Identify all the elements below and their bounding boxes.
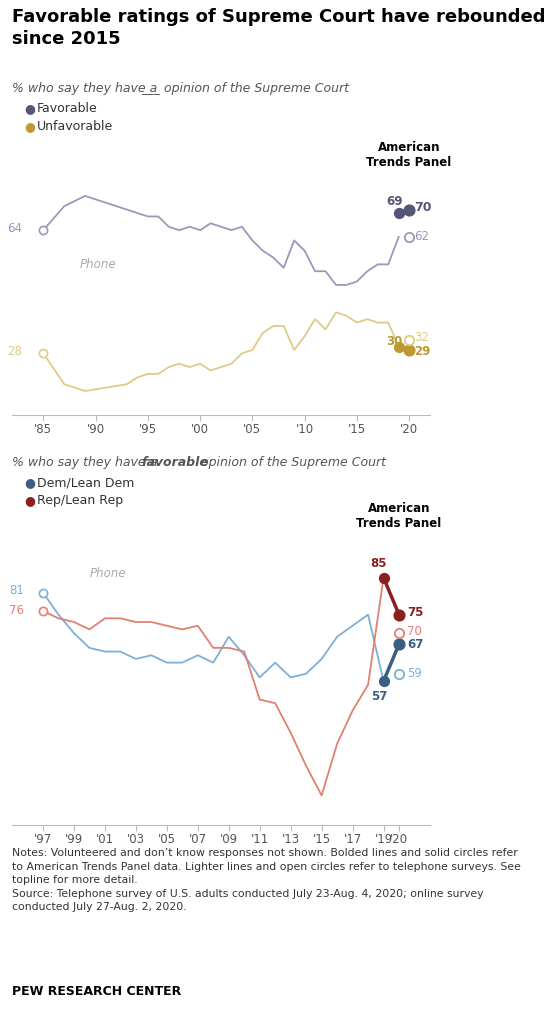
Point xyxy=(39,345,48,361)
Text: 29: 29 xyxy=(414,345,431,358)
Text: 81: 81 xyxy=(9,584,24,597)
Text: PEW RESEARCH CENTER: PEW RESEARCH CENTER xyxy=(12,985,181,998)
Text: 30: 30 xyxy=(386,335,403,348)
Text: ●: ● xyxy=(24,476,35,489)
Text: opinion of the Supreme Court: opinion of the Supreme Court xyxy=(160,82,349,95)
Text: ●: ● xyxy=(24,120,35,133)
Text: American
Trends Panel: American Trends Panel xyxy=(366,140,452,169)
Point xyxy=(379,570,388,586)
Text: 69: 69 xyxy=(386,195,403,208)
Point xyxy=(379,673,388,690)
Text: 59: 59 xyxy=(407,667,422,680)
Text: 70: 70 xyxy=(414,202,432,215)
Point xyxy=(404,229,413,246)
Point xyxy=(404,342,413,358)
Text: 76: 76 xyxy=(9,605,24,618)
Text: 75: 75 xyxy=(407,607,423,619)
Point xyxy=(395,666,403,682)
Text: 67: 67 xyxy=(407,637,423,651)
Text: ●: ● xyxy=(24,102,35,115)
Point xyxy=(404,331,413,348)
Text: 28: 28 xyxy=(8,345,23,358)
Text: 32: 32 xyxy=(414,331,429,345)
Text: Favorable: Favorable xyxy=(37,102,98,115)
Text: Rep/Lean Rep: Rep/Lean Rep xyxy=(37,494,123,507)
Text: 85: 85 xyxy=(371,558,387,571)
Text: 64: 64 xyxy=(8,222,23,235)
Text: Phone: Phone xyxy=(80,258,117,270)
Text: 57: 57 xyxy=(371,691,387,703)
Text: American
Trends Panel: American Trends Panel xyxy=(356,501,442,530)
Point xyxy=(39,603,47,619)
Text: 62: 62 xyxy=(414,230,429,243)
Text: % who say they have a: % who say they have a xyxy=(12,82,161,95)
Text: favorable: favorable xyxy=(141,456,208,469)
Point xyxy=(395,607,403,623)
Point xyxy=(395,636,403,653)
Point xyxy=(39,222,48,238)
Text: % who say they have a: % who say they have a xyxy=(12,456,161,469)
Point xyxy=(404,202,413,218)
Text: ___: ___ xyxy=(141,82,160,95)
Point xyxy=(395,625,403,641)
Text: Favorable ratings of Supreme Court have rebounded
since 2015: Favorable ratings of Supreme Court have … xyxy=(12,8,545,47)
Text: Notes: Volunteered and don’t know responses not shown. Bolded lines and solid ci: Notes: Volunteered and don’t know respon… xyxy=(12,848,521,913)
Text: ●: ● xyxy=(24,494,35,507)
Point xyxy=(395,205,403,221)
Text: Dem/Lean Dem: Dem/Lean Dem xyxy=(37,476,134,489)
Point xyxy=(395,339,403,355)
Text: Phone: Phone xyxy=(89,567,126,580)
Text: Unfavorable: Unfavorable xyxy=(37,120,114,133)
Text: opinion of the Supreme Court: opinion of the Supreme Court xyxy=(197,456,386,469)
Text: 70: 70 xyxy=(407,625,422,637)
Point xyxy=(39,584,47,601)
